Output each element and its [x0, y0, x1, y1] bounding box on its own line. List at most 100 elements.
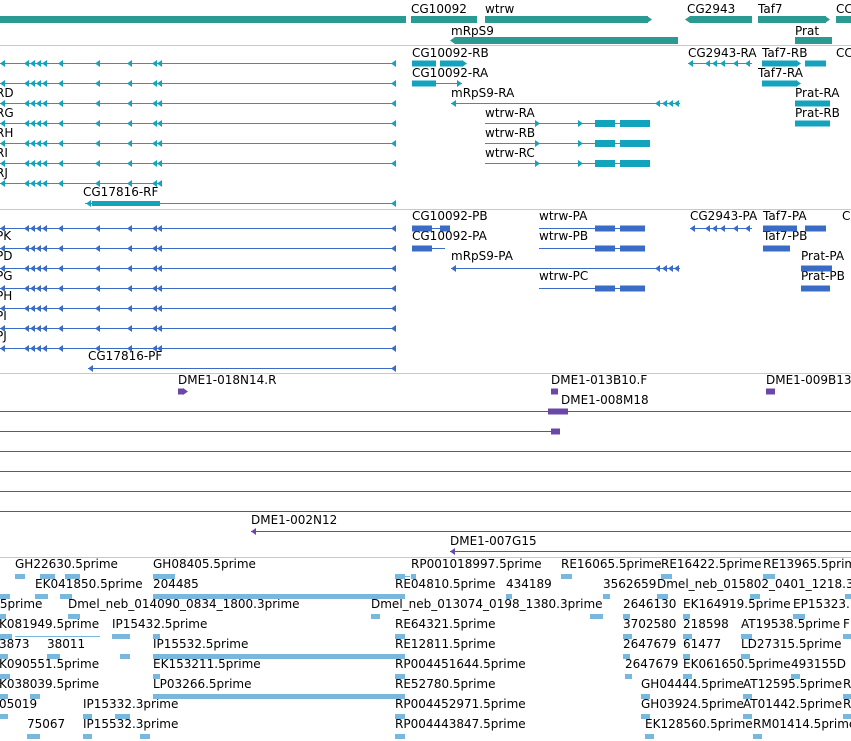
ests-feature-label[interactable]: 3702580: [623, 617, 676, 631]
ests-feature-label[interactable]: LD27315.5prime: [741, 637, 842, 651]
proteins-feature-label[interactable]: wtrw-PA: [539, 209, 588, 223]
ests-feature-label[interactable]: R: [843, 697, 851, 711]
ests-feature-label[interactable]: GH22630.5prime: [15, 557, 118, 571]
proteins-feature-label[interactable]: wtrw-PB: [539, 229, 588, 243]
exon-block[interactable]: [795, 100, 830, 107]
exon-block[interactable]: [595, 120, 615, 127]
exon-block[interactable]: [805, 60, 826, 67]
transcripts-feature-label[interactable]: CC: [836, 46, 851, 60]
bacs-feature-label[interactable]: DME1-018N14.R: [178, 373, 276, 387]
exon-block[interactable]: [683, 614, 690, 619]
ests-feature-label[interactable]: RP004443847.5prime: [395, 717, 526, 731]
exon-block[interactable]: [623, 614, 630, 619]
exon-block[interactable]: [625, 674, 632, 679]
exon-block[interactable]: [595, 160, 615, 167]
ests-feature-label[interactable]: 493155D: [791, 657, 846, 671]
ests-feature-label[interactable]: R: [843, 677, 851, 691]
proteins-feature-label[interactable]: CG2943-PA: [690, 209, 758, 223]
exon-block[interactable]: [506, 594, 512, 599]
exon-block[interactable]: [763, 225, 797, 232]
exon-block[interactable]: [153, 634, 160, 639]
exon-block[interactable]: [485, 16, 648, 23]
ests-feature-label[interactable]: RE04810.5prime: [395, 577, 496, 591]
transcripts-feature-label[interactable]: CG10092-RA: [412, 66, 489, 80]
genes-feature-label[interactable]: Prat: [795, 24, 819, 38]
ests-feature-label[interactable]: 2647679: [625, 657, 678, 671]
exon-block[interactable]: [795, 37, 832, 44]
exon-block[interactable]: [791, 674, 800, 679]
exon-block[interactable]: [47, 654, 60, 659]
genes-feature-label[interactable]: CG10092: [411, 2, 467, 16]
bac-clones-track[interactable]: DME1-018N14.R DME1-013B10.F DME1-009B13 DME…: [0, 373, 851, 555]
proteins-feature-label[interactable]: Prat-PB: [801, 269, 845, 283]
exon-block[interactable]: [590, 614, 603, 619]
exon-block[interactable]: [395, 634, 405, 639]
bacs-feature-label[interactable]: DME1-008M18: [561, 393, 649, 407]
ests-feature-label[interactable]: RM01414.5prime: [753, 717, 851, 731]
proteins-feature-label[interactable]: PD: [0, 249, 12, 263]
exon-block[interactable]: [595, 140, 615, 147]
ests-feature-label[interactable]: EK128560.5prime: [645, 717, 753, 731]
exon-block[interactable]: [741, 654, 750, 659]
ests-feature-label[interactable]: EK061650.5prime: [683, 657, 791, 671]
proteins-feature-label[interactable]: PK: [0, 229, 12, 243]
ests-feature-label[interactable]: IP15532.5prime: [153, 637, 248, 651]
ests-feature-label[interactable]: 2646130: [623, 597, 676, 611]
ests-feature-label[interactable]: K081949.5prime: [0, 617, 99, 631]
transcripts-feature-label[interactable]: CG10092-RB: [412, 46, 489, 60]
ests-feature-label[interactable]: GH08405.5prime: [153, 557, 256, 571]
ests-feature-label[interactable]: 61477: [683, 637, 721, 651]
exon-block[interactable]: [595, 225, 615, 232]
exon-block[interactable]: [683, 674, 692, 679]
ests-feature-label[interactable]: Dmel_neb_014090_0834_1800.3prime: [68, 597, 300, 611]
exon-block[interactable]: [440, 225, 450, 232]
exon-block[interactable]: [845, 594, 851, 599]
proteins-feature-label[interactable]: wtrw-PC: [539, 269, 588, 283]
ests-feature-label[interactable]: 75067: [27, 717, 65, 731]
exon-block[interactable]: [795, 120, 830, 127]
proteins-feature-label[interactable]: Taf7-PA: [762, 209, 807, 223]
exon-block[interactable]: [153, 674, 160, 679]
ests-feature-label[interactable]: RP004452971.5prime: [395, 697, 526, 711]
ests-feature-label[interactable]: RP001018997.5prime: [411, 557, 542, 571]
exon-block[interactable]: [0, 674, 10, 679]
exon-block[interactable]: [690, 16, 752, 23]
exon-block[interactable]: [0, 614, 6, 619]
exon-block[interactable]: [620, 140, 650, 147]
ests-feature-label[interactable]: .5prime: [0, 597, 42, 611]
exon-block[interactable]: [641, 714, 650, 719]
transcripts-feature-label[interactable]: Prat-RB: [795, 106, 840, 120]
exon-block[interactable]: [645, 734, 654, 739]
exon-block[interactable]: [412, 60, 436, 67]
exon-block[interactable]: [140, 734, 150, 739]
ests-feature-label[interactable]: 434189: [506, 577, 552, 591]
exon-block[interactable]: [411, 16, 477, 23]
exon-block[interactable]: [0, 694, 8, 699]
exon-block[interactable]: [762, 60, 797, 67]
exon-block[interactable]: [763, 245, 790, 252]
exon-block[interactable]: [412, 245, 432, 252]
exon-block[interactable]: [412, 80, 436, 87]
exon-block[interactable]: [620, 225, 645, 232]
ests-feature-label[interactable]: F: [843, 617, 850, 631]
ests-feature-label[interactable]: RP004451644.5prime: [395, 657, 526, 671]
exon-block[interactable]: [603, 594, 610, 599]
transcripts-track[interactable]: CG10092-RB CG2943-RA Taf7-RB CC CG10092-RA Ta…: [0, 46, 851, 207]
ests-feature-label[interactable]: Dmel_neb_013074_0198_1380.3prime: [371, 597, 603, 611]
genes-feature-label[interactable]: Taf7: [757, 2, 783, 16]
exon-block[interactable]: [153, 574, 175, 579]
ests-feature-label[interactable]: 204485: [153, 577, 199, 591]
proteins-feature-label[interactable]: CG10092-PA: [412, 229, 488, 243]
exon-block[interactable]: [743, 694, 752, 699]
ests-feature-label[interactable]: 3873: [0, 637, 30, 651]
proteins-feature-label[interactable]: PG: [0, 269, 13, 283]
transcripts-feature-label[interactable]: Taf7-RA: [757, 66, 804, 80]
transcripts-feature-label[interactable]: RG: [0, 106, 14, 120]
genes-track[interactable]: CG10092 wtrw CG2943 Taf7 CC mRpS9 Prat: [0, 2, 851, 44]
bacs-feature-label[interactable]: DME1-007G15: [450, 534, 537, 548]
proteins-track[interactable]: CG10092-PB wtrw-PA CG2943-PA Taf7-PA C PK CG10…: [0, 209, 850, 372]
genes-feature-label[interactable]: CG2943: [687, 2, 735, 16]
exon-block[interactable]: [758, 16, 826, 23]
proteins-feature-label[interactable]: CG10092-PB: [412, 209, 488, 223]
exon-block[interactable]: [92, 201, 160, 206]
